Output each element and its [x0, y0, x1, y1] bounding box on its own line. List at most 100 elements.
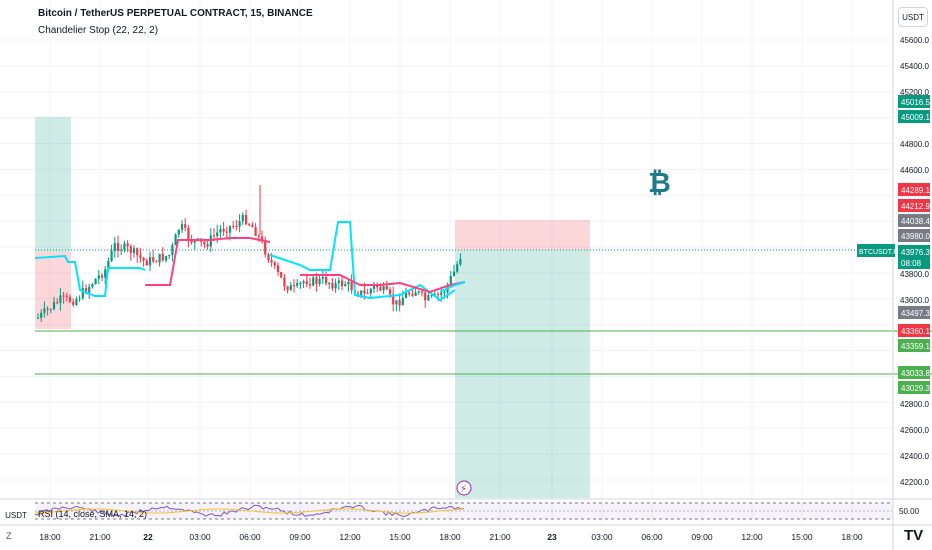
candle-body: [100, 275, 104, 278]
price-tick-label: 42400.0: [900, 452, 929, 461]
candle-body: [347, 281, 350, 285]
time-tick-label: 22: [143, 532, 153, 542]
candle-body: [241, 215, 244, 222]
symbol-tag: [857, 244, 895, 257]
candle-body: [456, 264, 459, 272]
candle-body: [260, 236, 264, 242]
candle-body: [155, 261, 158, 263]
candle-body: [232, 226, 235, 228]
price-tick-label: 45200.0: [900, 88, 929, 97]
candle-body: [88, 286, 91, 293]
candle-body: [424, 292, 427, 301]
price-tag: [898, 306, 930, 319]
candle-body: [270, 260, 273, 263]
time-tick-label: 06:00: [239, 532, 261, 542]
time-tick-label: 12:00: [741, 532, 763, 542]
time-tick-label: 21:00: [489, 532, 511, 542]
candle-body: [68, 296, 72, 302]
candle-body: [81, 287, 84, 299]
stop-long-line-2: [269, 221, 456, 302]
candle-body: [401, 297, 404, 306]
time-tick-label: 03:00: [189, 532, 211, 542]
candle-body: [193, 240, 196, 243]
candle-body: [420, 291, 424, 293]
candle-body: [366, 293, 369, 295]
candle-body: [340, 280, 344, 287]
price-tick-label: 44800.0: [900, 140, 929, 149]
candle-body: [126, 243, 129, 247]
candle-body: [363, 290, 366, 294]
candle-body: [280, 272, 283, 278]
candle-body: [56, 302, 59, 304]
rsi-legend[interactable]: RSI (14, close, SMA, 14, 2): [38, 509, 148, 519]
price-tag-label: 45016.5: [901, 98, 930, 107]
candle-body: [212, 235, 216, 237]
time-tick-label: 21:00: [89, 532, 111, 542]
candle-body: [97, 275, 100, 279]
candle-body: [369, 288, 372, 294]
candle-body: [315, 277, 318, 284]
candle-body: [161, 253, 164, 261]
price-tick-label: 44600.0: [900, 166, 929, 175]
candle-body: [273, 262, 276, 266]
candle-body: [430, 295, 433, 297]
candle-body: [360, 290, 363, 296]
candle-body: [334, 283, 337, 289]
price-tag: [898, 110, 930, 123]
candle-body: [187, 227, 190, 240]
candle-body: [190, 239, 193, 243]
candle-body: [36, 317, 40, 319]
candle-body: [321, 277, 324, 279]
candle-body: [203, 241, 206, 245]
candle-body: [248, 224, 251, 226]
candle-body: [209, 235, 212, 247]
candle-body: [324, 277, 328, 284]
candle-body: [254, 227, 257, 236]
candle-body: [113, 243, 116, 251]
candle-body: [107, 261, 110, 270]
candle-body: [75, 299, 78, 305]
candle-body: [94, 278, 97, 285]
timezone-icon[interactable]: Z: [6, 531, 12, 541]
time-tick-label: 18:00: [841, 532, 863, 542]
candle-body: [59, 295, 62, 303]
price-tag: [898, 214, 930, 227]
candle-body: [382, 286, 385, 291]
price-tick-label: 42600.0: [900, 426, 929, 435]
price-tag-label: 43033.8: [901, 369, 930, 378]
candle-body: [62, 295, 65, 297]
candle-body: [305, 281, 308, 285]
time-tick-label: 09:00: [289, 532, 311, 542]
price-tag: [898, 366, 930, 379]
candle-body: [404, 292, 408, 298]
candle-body: [132, 248, 136, 254]
long-profit-zone: [35, 117, 71, 252]
candle-body: [244, 215, 248, 225]
candle-body: [168, 255, 171, 257]
short-loss-zone: [455, 220, 590, 250]
currency-button[interactable]: USDT: [898, 7, 928, 27]
time-tick-label: 18:00: [439, 532, 461, 542]
candle-body: [433, 294, 436, 296]
candle-body: [123, 243, 126, 250]
price-tag-label: 44212.9: [901, 202, 930, 211]
candle-body: [372, 284, 376, 289]
stop-long-line-1: [34, 254, 146, 297]
price-tag-label: 43976.3: [901, 248, 930, 257]
candle-body: [395, 300, 398, 305]
candle-body: [459, 258, 462, 265]
candle-body: [116, 243, 120, 251]
candle-body: [443, 292, 446, 294]
bitcoin-icon: ₿: [648, 166, 671, 199]
candle-body: [104, 269, 107, 278]
candle-body: [43, 308, 46, 313]
tradingview-logo[interactable]: TV: [904, 527, 924, 544]
chandelier-stop-lines: [34, 221, 466, 302]
time-tick-label: 12:00: [339, 532, 361, 542]
price-tag: [898, 256, 930, 269]
candle-body: [152, 257, 155, 262]
rsi-currency-label: USDT: [5, 510, 27, 520]
indicator-legend[interactable]: Chandelier Stop (22, 22, 2): [38, 25, 159, 36]
